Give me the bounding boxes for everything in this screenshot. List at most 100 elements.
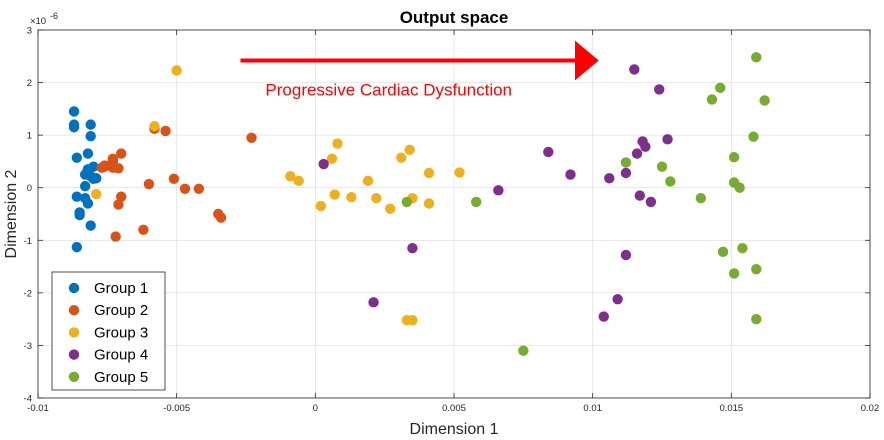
data-point-group-4 — [368, 297, 379, 308]
data-point-group-4 — [631, 148, 643, 159]
data-point-group-5 — [401, 196, 413, 208]
data-point-group-4 — [645, 196, 657, 208]
data-point-group-3 — [332, 138, 343, 149]
data-point-group-5 — [751, 264, 762, 275]
data-point-group-4 — [318, 158, 329, 170]
data-point-group-3 — [293, 175, 304, 187]
data-point-group-5 — [665, 176, 676, 187]
data-point-group-5 — [717, 246, 729, 258]
data-point-group-1 — [71, 241, 83, 253]
data-point-group-4 — [620, 167, 632, 179]
data-point-group-1 — [85, 119, 96, 130]
data-point-group-1 — [79, 180, 91, 192]
data-point-group-5 — [620, 157, 632, 168]
data-point-group-3 — [149, 121, 160, 132]
data-point-group-1 — [82, 148, 94, 159]
y-tick-label: 0 — [27, 183, 32, 194]
y-exponent-base: ×10 — [30, 16, 46, 27]
legend: Group 1 Group 2 Group 3 Group 4 Group 5 — [51, 271, 166, 391]
data-point-group-5 — [656, 161, 668, 172]
data-point-group-5 — [734, 182, 745, 193]
data-point-group-2 — [246, 132, 257, 143]
legend-marker-group-4 — [68, 349, 80, 360]
legend-label-group-2: Group 2 — [94, 302, 148, 319]
data-point-group-4 — [543, 146, 554, 158]
data-point-group-5 — [728, 268, 740, 279]
data-point-group-1 — [85, 130, 96, 142]
data-point-group-1 — [74, 209, 85, 221]
data-point-group-1 — [85, 220, 96, 231]
data-point-group-3 — [285, 170, 296, 182]
data-point-group-5 — [706, 94, 718, 105]
x-tick-label: -0.01 — [27, 403, 49, 414]
data-point-group-4 — [604, 173, 615, 184]
y-tick-label: 1 — [27, 131, 32, 142]
x-tick-label: 0.01 — [583, 403, 602, 414]
data-point-group-2 — [99, 160, 110, 171]
data-point-group-2 — [179, 183, 191, 194]
data-point-group-5 — [695, 193, 707, 204]
x-tick-label: 0.015 — [719, 403, 743, 414]
y-tick-label: -2 — [24, 288, 32, 299]
chart-title: Output space — [400, 8, 509, 27]
data-point-group-3 — [371, 193, 382, 204]
x-axis-title: Dimension 1 — [410, 421, 499, 438]
legend-label-group-3: Group 3 — [94, 324, 148, 341]
y-tick-label: -4 — [24, 394, 32, 405]
x-tick-label: -0.005 — [163, 403, 190, 414]
data-point-group-4 — [640, 141, 651, 152]
data-point-group-4 — [634, 190, 646, 201]
data-point-group-2 — [215, 212, 227, 223]
data-point-group-2 — [116, 191, 127, 202]
data-point-group-3 — [404, 144, 415, 156]
data-point-group-5 — [751, 313, 762, 325]
data-point-group-5 — [759, 95, 770, 106]
y-tick-label: -1 — [24, 236, 32, 247]
y-exponent-power: -6 — [50, 11, 58, 21]
data-point-group-3 — [91, 188, 102, 200]
data-point-group-1 — [82, 198, 94, 209]
data-point-group-2 — [143, 178, 155, 190]
data-point-group-5 — [737, 242, 748, 254]
data-point-group-3 — [407, 314, 418, 326]
data-point-group-4 — [629, 64, 640, 75]
data-point-group-3 — [362, 175, 374, 187]
data-point-group-4 — [565, 169, 576, 180]
data-point-group-5 — [715, 82, 726, 94]
data-point-group-1 — [71, 191, 83, 202]
data-point-group-3 — [396, 152, 407, 163]
data-point-group-3 — [329, 189, 340, 200]
y-tick-label: 2 — [27, 78, 32, 89]
legend-marker-group-1 — [68, 282, 80, 294]
y-tick-label: 3 — [27, 26, 32, 37]
tick-labels: -0.01 -0.005 0 0.005 0.01 0.015 0.02 -4 -3 -2 -1 0 1… — [24, 26, 880, 415]
data-point-group-2 — [113, 163, 124, 174]
legend-marker-group-3 — [68, 327, 80, 338]
data-point-group-5 — [470, 196, 482, 208]
y-axis-title: Dimension 2 — [3, 169, 20, 258]
x-tick-label: 0.02 — [861, 403, 880, 414]
data-point-group-3 — [171, 65, 182, 76]
data-point-group-5 — [748, 131, 759, 142]
data-point-group-1 — [91, 173, 102, 184]
data-point-group-5 — [728, 152, 740, 163]
data-point-group-3 — [423, 167, 435, 179]
data-point-group-1 — [68, 122, 80, 133]
data-point-group-2 — [160, 125, 171, 137]
data-point-group-1 — [71, 152, 83, 163]
y-tick-label: -3 — [24, 341, 32, 352]
annotation-text: Progressive Cardiac Dysfunction — [265, 81, 512, 100]
data-point-group-2 — [193, 183, 205, 194]
data-points — [68, 52, 770, 356]
data-point-group-3 — [454, 167, 465, 178]
data-point-group-2 — [168, 173, 180, 184]
data-point-group-5 — [751, 52, 762, 63]
legend-label-group-5: Group 5 — [94, 369, 148, 386]
data-point-group-2 — [116, 148, 127, 159]
data-point-group-3 — [423, 198, 435, 209]
data-point-group-4 — [612, 293, 623, 305]
legend-label-group-4: Group 4 — [94, 347, 148, 364]
data-point-group-4 — [598, 311, 609, 322]
data-point-group-5 — [518, 345, 529, 356]
data-point-group-4 — [407, 242, 418, 254]
